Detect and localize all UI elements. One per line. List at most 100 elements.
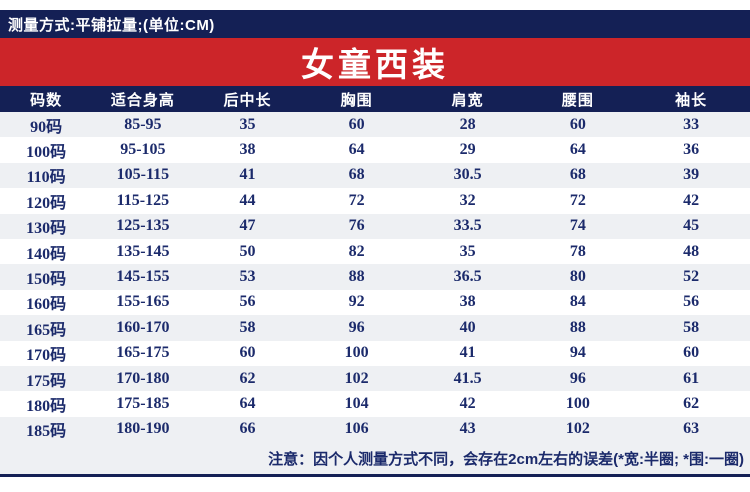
table-cell: 60 — [569, 115, 586, 133]
table-cell: 88 — [348, 268, 365, 286]
table-cell: 41.5 — [453, 369, 482, 387]
table-cell: 28 — [459, 115, 476, 133]
table-cell: 76 — [348, 217, 365, 235]
table-cell: 150码 — [26, 271, 67, 289]
table-cell: 104 — [344, 394, 369, 412]
table-row: 140码 135-145 50 82 35 78 48 — [0, 238, 750, 265]
table-cell: 48 — [683, 242, 700, 260]
table-cell: 102 — [344, 369, 369, 387]
table-cell: 78 — [569, 242, 586, 260]
table-cell: 165-175 — [116, 344, 170, 362]
table-row: 165码 160-170 58 96 40 88 58 — [0, 315, 750, 341]
table-cell: 74 — [569, 217, 586, 235]
table-cell: 180码 — [26, 397, 67, 415]
table-row: 90码 85-95 35 60 28 60 33 — [0, 112, 750, 138]
table-cell: 36.5 — [453, 268, 482, 286]
table-cell: 102 — [565, 420, 590, 438]
table-row: 185码 180-190 66 106 43 102 63 — [0, 416, 750, 443]
column-header-4: 肩宽 — [451, 91, 484, 109]
table-cell: 56 — [239, 293, 256, 311]
bottom-divider — [0, 474, 750, 478]
table-cell: 62 — [683, 394, 700, 412]
table-cell: 33 — [683, 115, 700, 133]
column-header-3: 胸围 — [340, 91, 373, 109]
table-cell: 60 — [348, 115, 365, 133]
table-cell: 106 — [344, 420, 369, 438]
table-cell: 135-145 — [116, 242, 170, 260]
table-row: 150码 145-155 53 88 36.5 80 52 — [0, 264, 750, 290]
table-cell: 85-95 — [124, 115, 162, 133]
table-cell: 84 — [569, 293, 586, 311]
table-cell: 50 — [239, 242, 256, 260]
table-cell: 58 — [683, 318, 700, 336]
table-cell: 100 — [344, 344, 369, 362]
table-cell: 82 — [348, 242, 365, 260]
table-cell: 61 — [683, 369, 700, 387]
table-row: 180码 175-185 64 104 42 100 62 — [0, 391, 750, 417]
table-row: 110码 105-115 41 68 30.5 68 39 — [0, 162, 750, 189]
table-cell: 64 — [348, 141, 365, 159]
table-row: 100码 95-105 38 64 29 64 36 — [0, 137, 750, 163]
table-cell: 140码 — [26, 245, 67, 263]
table-cell: 170码 — [26, 347, 67, 365]
table-cell: 170-180 — [116, 369, 170, 387]
table-row: 120码 115-125 44 72 32 72 42 — [0, 188, 750, 214]
table-cell: 175-185 — [116, 394, 170, 412]
table-cell: 42 — [459, 394, 476, 412]
measure-method-bar: 测量方式:平铺拉量;(单位:CM) — [0, 10, 750, 38]
table-cell: 95-105 — [120, 141, 166, 159]
table-cell: 35 — [239, 115, 256, 133]
table-cell: 160-170 — [116, 318, 170, 336]
table-cell: 32 — [459, 191, 476, 209]
table-cell: 94 — [569, 344, 586, 362]
table-cell: 29 — [459, 141, 476, 159]
table-cell: 40 — [459, 318, 476, 336]
table-cell: 96 — [348, 318, 365, 336]
table-cell: 145-155 — [116, 268, 170, 286]
table-cell: 110码 — [26, 169, 66, 187]
table-cell: 47 — [239, 217, 256, 235]
note-bar: 注意：因个人测量方式不同，会存在2cm左右的误差(*宽:半圈; *围:一圈) — [0, 442, 750, 475]
table-cell: 68 — [569, 166, 586, 184]
table-cell: 160码 — [26, 296, 67, 314]
size-table: 码数 适合身高 后中长 胸围 肩宽 腰围 袖长 90码 85-95 35 60 28 60 33 100码… — [0, 86, 750, 443]
table-cell: 41 — [239, 166, 256, 184]
table-cell: 175码 — [26, 372, 67, 390]
table-cell: 155-165 — [116, 293, 170, 311]
table-cell: 45 — [683, 217, 700, 235]
table-cell: 64 — [569, 141, 586, 159]
table-cell: 63 — [683, 420, 700, 438]
table-cell: 53 — [239, 268, 256, 286]
table-cell: 38 — [239, 141, 256, 159]
table-cell: 90码 — [30, 118, 63, 136]
table-cell: 100 — [565, 394, 590, 412]
table-cell: 68 — [348, 166, 365, 184]
table-cell: 96 — [569, 369, 586, 387]
table-cell: 56 — [683, 293, 700, 311]
size-table-body: 90码 85-95 35 60 28 60 33 100码 95-105 38 64 29 64 36 11… — [0, 112, 750, 443]
bottom-margin — [0, 477, 750, 492]
note-text: 注意：因个人测量方式不同，会存在2cm左右的误差(*宽:半圈; *围:一圈) — [268, 450, 744, 468]
table-cell: 41 — [459, 344, 476, 362]
column-header-0: 码数 — [30, 91, 63, 109]
top-margin — [0, 0, 750, 10]
table-cell: 38 — [459, 293, 476, 311]
table-cell: 42 — [683, 191, 700, 209]
table-cell: 35 — [459, 242, 476, 260]
table-cell: 60 — [683, 344, 700, 362]
table-cell: 30.5 — [453, 166, 482, 184]
table-cell: 62 — [239, 369, 256, 387]
size-table-header-row: 码数 适合身高 后中长 胸围 肩宽 腰围 袖长 — [0, 86, 750, 112]
table-cell: 44 — [239, 191, 256, 209]
column-header-6: 袖长 — [675, 91, 708, 109]
table-cell: 100码 — [26, 144, 67, 162]
table-row: 170码 165-175 60 100 41 94 60 — [0, 340, 750, 366]
table-cell: 130码 — [26, 220, 67, 238]
table-cell: 120码 — [26, 194, 67, 212]
table-cell: 64 — [239, 394, 256, 412]
table-row: 160码 155-165 56 92 38 84 56 — [0, 289, 750, 316]
table-cell: 92 — [348, 293, 365, 311]
table-cell: 66 — [239, 420, 256, 438]
table-cell: 39 — [683, 166, 700, 184]
